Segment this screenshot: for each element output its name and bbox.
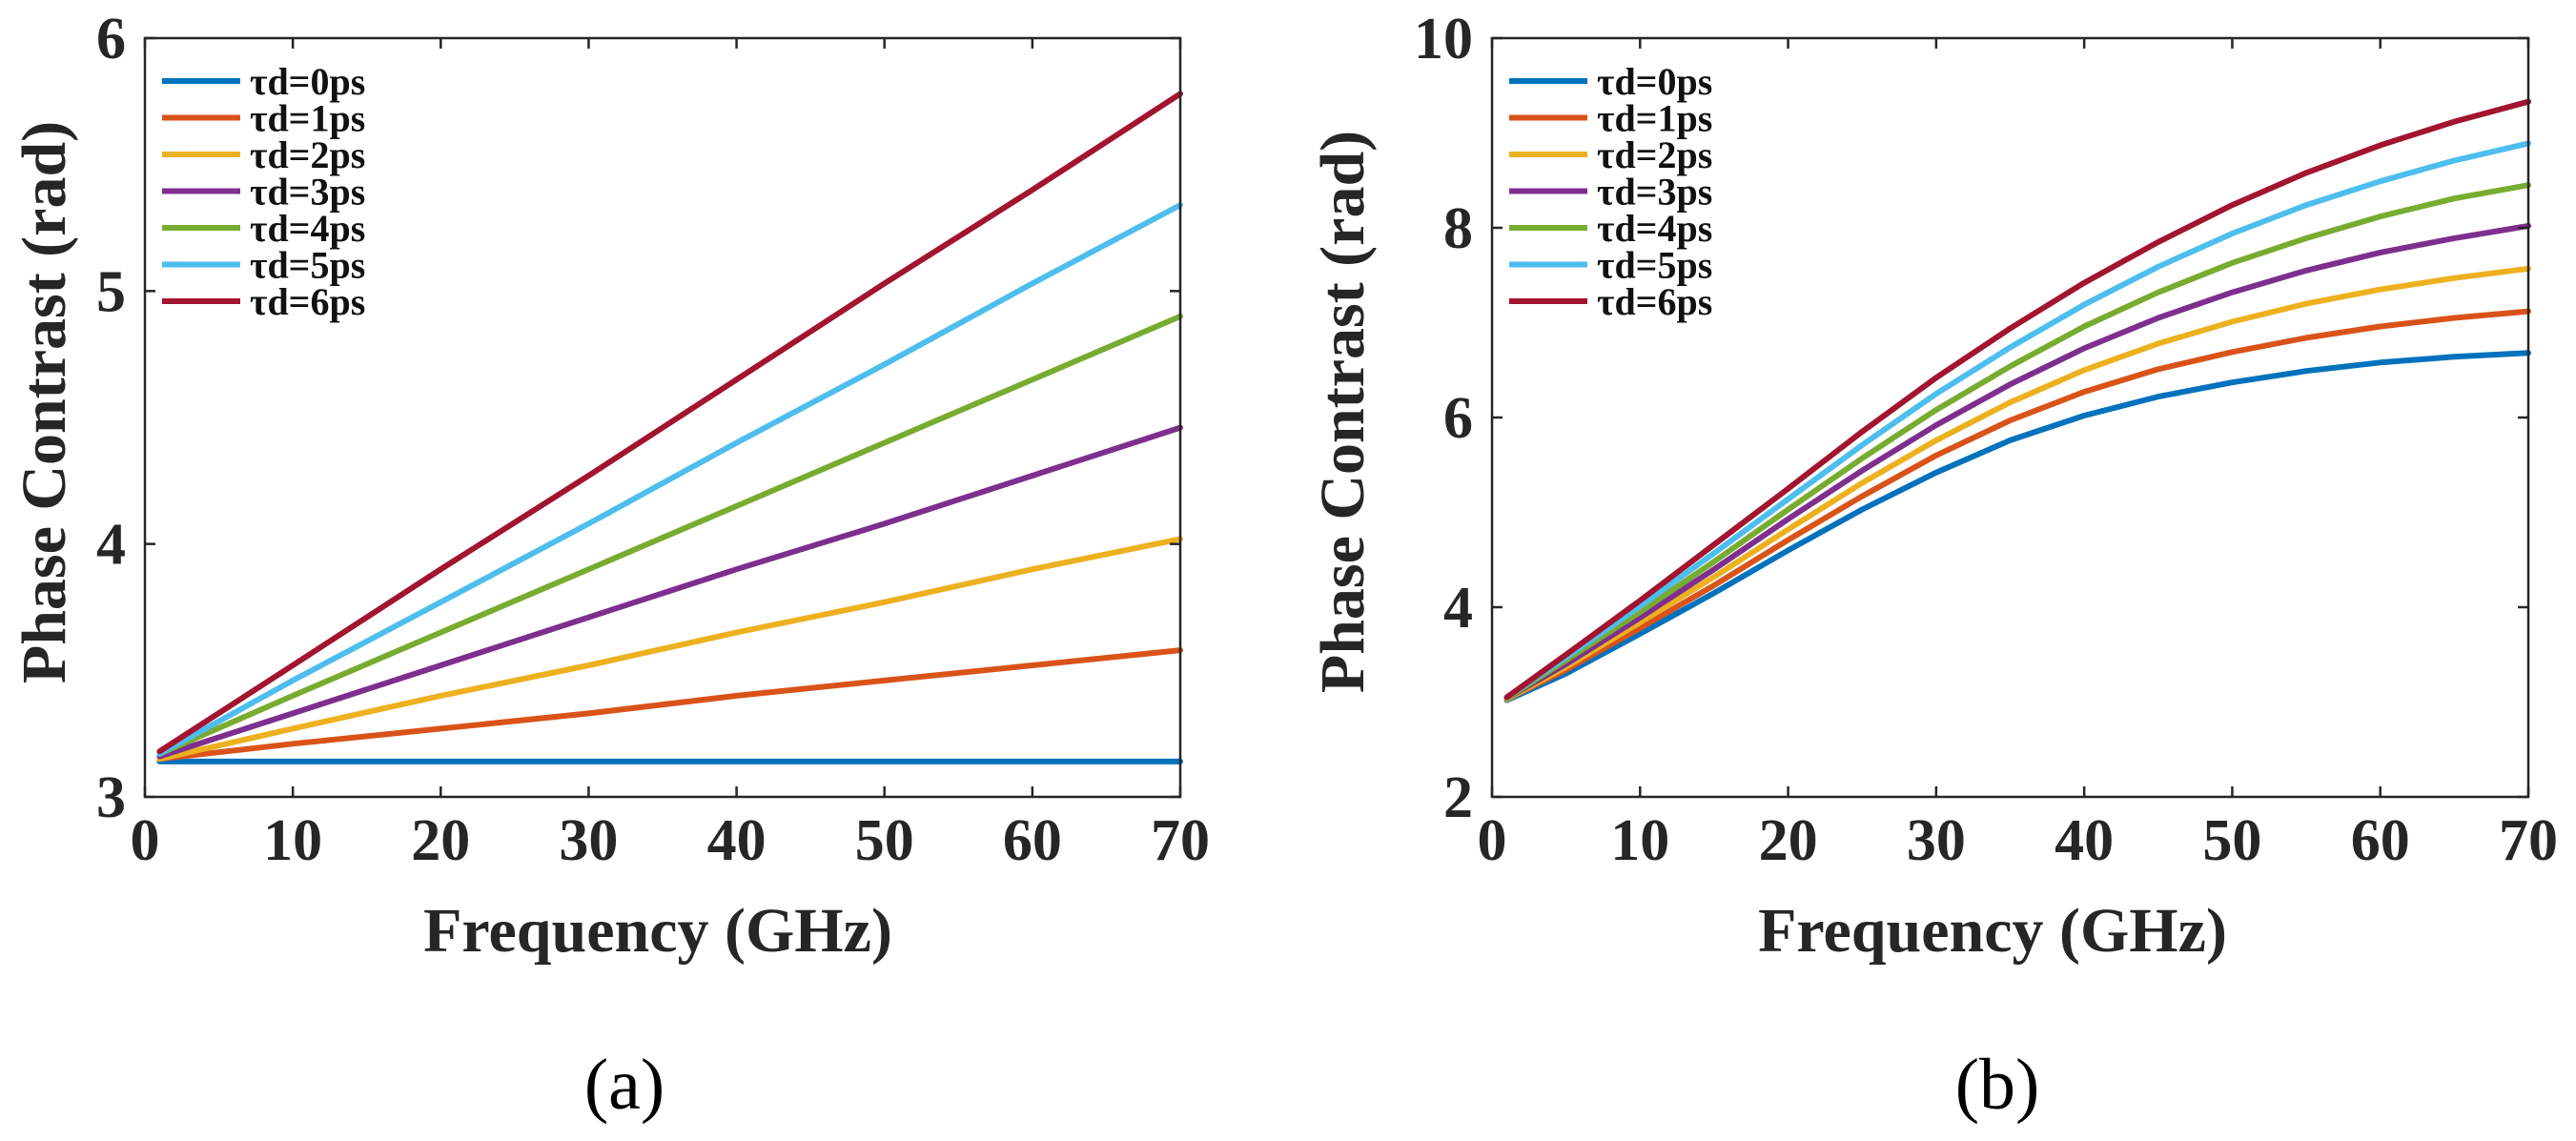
legend-label-a-5: τd=5ps <box>250 244 365 287</box>
series-line-a-1 <box>156 647 1183 763</box>
x-tick-label-b-3: 30 <box>1907 808 1966 873</box>
x-tick-label-b-1: 10 <box>1610 808 1669 873</box>
y-tick-label-a-3: 6 <box>96 7 126 71</box>
series-line-a-4 <box>156 313 1183 757</box>
series-line-a-3 <box>156 424 1183 760</box>
x-tick-label-a-4: 40 <box>707 808 767 873</box>
series-line-a-6 <box>156 91 1183 755</box>
y-tick-label-a-2: 5 <box>96 259 126 324</box>
legend-b: τd=0psτd=1psτd=2psτd=3psτd=4psτd=5psτd=6… <box>1509 60 1712 323</box>
series-line-b-4 <box>1503 182 2531 702</box>
y-tick-label-a-1: 4 <box>96 513 126 578</box>
legend-label-b-4: τd=4ps <box>1597 207 1712 250</box>
legend-label-a-1: τd=1ps <box>250 97 365 140</box>
legend-label-b-5: τd=5ps <box>1597 244 1712 287</box>
x-tick-label-b-4: 40 <box>2055 808 2114 873</box>
x-tick-label-b-6: 60 <box>2351 808 2410 873</box>
series-line-b-1 <box>1503 308 2531 703</box>
chart-panel-b: 0 10 20 30 40 50 60 70 2 4 6 8 10 τd=0psτd=1psτd=2ps… <box>1308 7 2558 1125</box>
legend-label-b-3: τd=3ps <box>1597 171 1712 214</box>
axes-box-a <box>143 36 1182 799</box>
x-tick-label-a-5: 50 <box>855 808 914 873</box>
x-tick-label-b-7: 70 <box>2499 808 2558 873</box>
panel-label-b: (b) <box>1955 1045 2040 1125</box>
y-tick-label-a-0: 3 <box>96 765 126 830</box>
x-axis-title-a: Frequency (GHz) <box>423 896 892 966</box>
series-line-b-5 <box>1503 140 2531 701</box>
series-layer-a <box>156 91 1183 764</box>
series-line-b-0 <box>1503 350 2531 703</box>
legend-label-b-1: τd=1ps <box>1597 97 1712 140</box>
axes-layer-a: 0 10 20 30 40 50 60 70 3 4 5 6 <box>96 7 1210 873</box>
panel-label-a: (a) <box>584 1045 664 1125</box>
x-tick-label-b-2: 20 <box>1759 808 1818 873</box>
x-tick-label-a-7: 70 <box>1151 808 1210 873</box>
legend-label-b-0: τd=0ps <box>1597 60 1712 103</box>
y-tick-label-b-4: 10 <box>1414 7 1473 71</box>
x-tick-label-b-5: 50 <box>2202 808 2261 873</box>
x-tick-label-a-1: 10 <box>263 808 322 873</box>
legend-label-a-3: τd=3ps <box>250 171 365 214</box>
y-tick-label-b-2: 6 <box>1443 386 1473 451</box>
x-axis-title-b: Frequency (GHz) <box>1758 896 2227 966</box>
x-tick-label-a-3: 30 <box>559 808 618 873</box>
axes-layer-b: 0 10 20 30 40 50 60 70 2 4 6 8 10 <box>1414 7 2558 873</box>
y-tick-label-b-1: 4 <box>1443 576 1473 641</box>
series-line-b-3 <box>1503 223 2531 702</box>
series-line-a-2 <box>156 536 1183 763</box>
legend-label-a-4: τd=4ps <box>250 207 365 250</box>
x-tick-label-a-0: 0 <box>131 808 160 873</box>
series-line-b-6 <box>1503 98 2531 701</box>
series-layer-b <box>1503 98 2531 703</box>
legend-label-b-2: τd=2ps <box>1597 133 1712 176</box>
x-tick-label-a-2: 20 <box>411 808 470 873</box>
legend-label-a-6: τd=6ps <box>250 280 365 323</box>
x-tick-label-b-0: 0 <box>1478 808 1507 873</box>
series-line-b-2 <box>1503 265 2531 703</box>
x-tick-label-a-6: 60 <box>1003 808 1062 873</box>
y-tick-label-b-3: 8 <box>1443 196 1473 261</box>
series-line-a-5 <box>156 202 1183 757</box>
y-axis-title-b: Phase Contrast (rad) <box>1308 131 1378 693</box>
legend-label-a-2: τd=2ps <box>250 133 365 176</box>
legend-a: τd=0psτd=1psτd=2psτd=3psτd=4psτd=5psτd=6… <box>162 60 365 323</box>
legend-label-b-6: τd=6ps <box>1597 280 1712 323</box>
y-tick-label-b-0: 2 <box>1443 765 1473 830</box>
y-axis-title-a: Phase Contrast (rad) <box>10 121 79 683</box>
legend-label-a-0: τd=0ps <box>250 60 365 103</box>
